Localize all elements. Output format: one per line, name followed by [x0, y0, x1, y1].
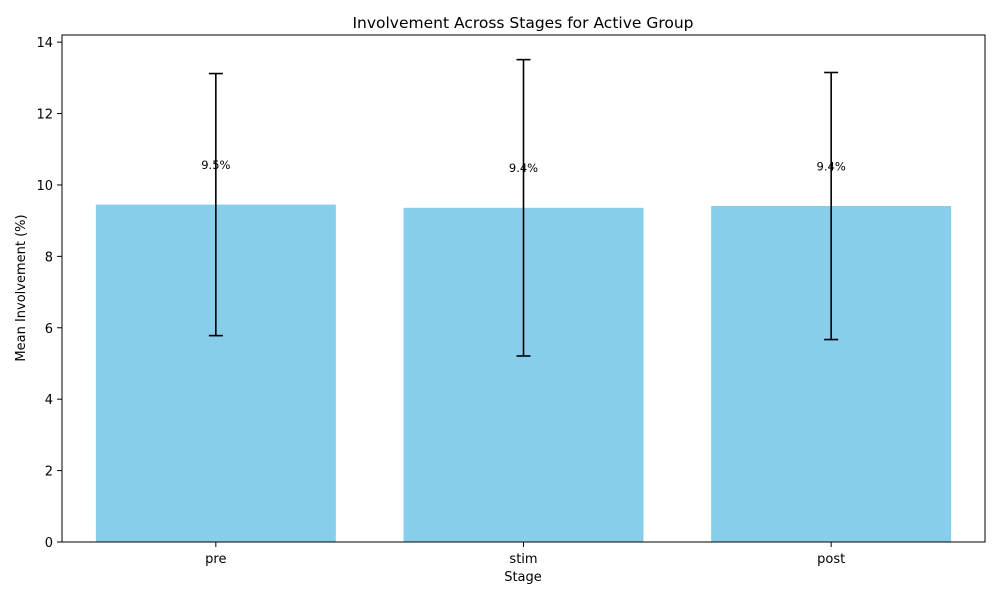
- chart-title: Involvement Across Stages for Active Gro…: [352, 14, 693, 32]
- data-labels-layer: 9.5% 9.4% 9.4%: [201, 158, 846, 175]
- y-tick-label-10: 10: [36, 179, 53, 194]
- x-axis-title: Stage: [504, 570, 542, 585]
- y-tick-label-8: 8: [45, 250, 53, 265]
- y-tick-label-6: 6: [45, 322, 53, 337]
- x-tick-label-pre: pre: [205, 552, 226, 567]
- y-tick-label-14: 14: [36, 36, 53, 51]
- data-label-stim: 9.4%: [509, 161, 538, 175]
- y-tick-label-2: 2: [45, 465, 53, 480]
- data-label-post: 9.4%: [817, 159, 846, 173]
- plot-frame: [61, 34, 986, 543]
- y-axis: 0 2 4 6 8 10 12 14: [36, 36, 62, 551]
- x-axis: pre stim post: [205, 542, 845, 567]
- error-bars-layer: [208, 58, 839, 357]
- y-axis-title: Mean Involvement (%): [14, 214, 29, 361]
- x-tick-label-post: post: [817, 552, 845, 567]
- data-label-pre: 9.5%: [201, 158, 230, 172]
- y-tick-label-12: 12: [36, 108, 53, 123]
- y-tick-label-0: 0: [45, 536, 53, 551]
- y-tick-label-4: 4: [45, 393, 53, 408]
- x-tick-label-stim: stim: [509, 552, 537, 567]
